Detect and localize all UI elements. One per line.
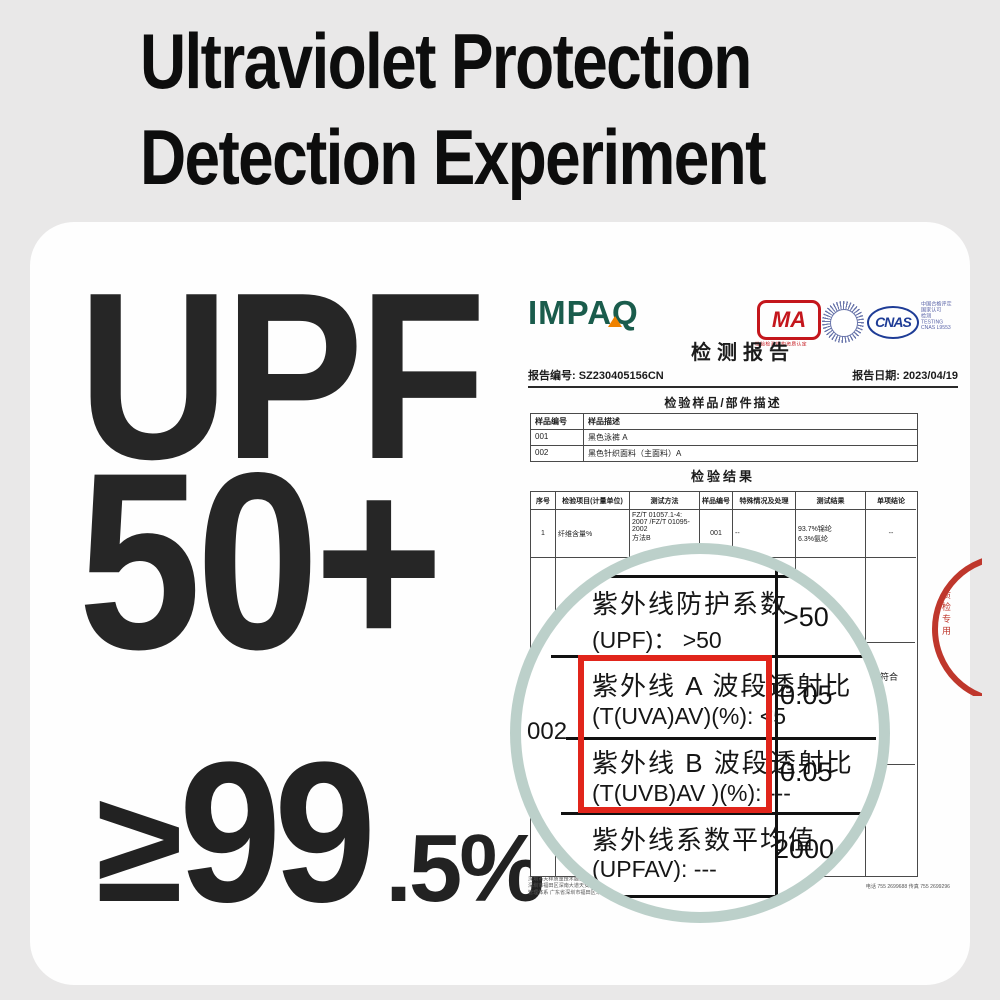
row2-subline — [866, 764, 915, 765]
row2-conclusion: 符合 — [880, 672, 899, 682]
report-number: 报告编号: SZ230405156CN — [528, 370, 664, 382]
magnified-row-line — [551, 895, 879, 898]
magnified-upf-label-cn: 紫外线防护系数 — [592, 589, 789, 619]
fifty-plus-text: 50+ — [78, 421, 444, 702]
results-header-cell: 单项结论 — [866, 492, 916, 510]
results-header-cell: 检验项目(计量单位) — [556, 492, 630, 510]
magnified-row-line — [566, 737, 876, 740]
results-cell-conclusion: -- — [866, 510, 916, 558]
sample-table-header-cell: 样品编号 — [531, 414, 584, 430]
method-line: 方法B — [632, 535, 651, 542]
magnified-partial-bottom-text: ≥3 — [599, 890, 624, 915]
cnas-badge-icon: CNAS — [867, 306, 919, 339]
ninety-nine-text: 99 — [178, 721, 376, 944]
magnified-uvb-label-en: (T(UVB)AV )(%): --- — [592, 780, 791, 806]
cnas-caption-line: 中国合格评定 — [921, 302, 952, 308]
report-meta-row: 报告编号: SZ230405156CN 报告日期: 2023/04/19 — [528, 367, 958, 388]
sample-table-header-cell: 样品描述 — [584, 414, 917, 430]
sample-table-cell: 黑色泳裤 A — [584, 430, 917, 446]
results-header-cell: 样品编号 — [700, 492, 733, 510]
results-cell-result: 93.7%锦纶 6.3%氨纶 — [796, 510, 866, 558]
cnas-caption-line: CNAS L9553 — [921, 325, 951, 331]
sample-table-cell: 001 — [531, 430, 584, 446]
main-title-line2: Detection Experiment — [140, 113, 766, 201]
red-highlight-box — [578, 655, 772, 813]
method-line: FZ/T 01057.1-4: — [632, 512, 683, 519]
footer-right-text: 电话 755 2699688 传真 755 2699296 — [865, 884, 950, 890]
report-title: 检测报告 — [691, 342, 795, 364]
magnified-sample-id: 002 — [527, 718, 568, 745]
cnas-caption-line: TESTING — [921, 319, 944, 325]
uv-block-percent: ≥99.5% — [96, 718, 545, 948]
sample-table-cell: 黑色针织面料（主面料）A — [588, 449, 682, 458]
geq-symbol: ≥ — [96, 759, 183, 935]
magnified-upfav-label-en: (UPFAV): --- — [592, 856, 717, 882]
sample-table-cell: 002 — [531, 446, 584, 461]
cma-badge-icon: MA — [757, 300, 821, 340]
results-row2-conclusion-cell: 符合 — [866, 558, 916, 876]
cnas-caption-line: 国家认可 — [921, 307, 942, 314]
section-sample-heading: 检验样品/部件描述 — [664, 396, 782, 410]
magnified-upf-result: >50 — [783, 602, 829, 632]
section-results-heading: 检验结果 — [690, 469, 755, 484]
footer-left-line: 深圳市福田区深南大道天安数码城内 — [528, 883, 610, 889]
result-line: 6.3%氨纶 — [798, 535, 828, 543]
sample-table: 样品编号 样品描述 001 黑色泳裤 A 002 黑色针织面料（主面料）A — [530, 413, 918, 462]
impaq-logo: IMPAQ — [528, 294, 639, 332]
cma-badge-caption: 检验检测机构资质认定 — [755, 342, 808, 348]
magnified-uvb-result: 0.05 — [780, 757, 833, 787]
magnified-row-line — [591, 575, 871, 578]
red-seal-stamp-icon: 质检专用 — [924, 550, 982, 696]
results-cell-seq: 1 — [531, 510, 556, 558]
footer-left-line: 深圳市天祥质量技术服务有限公司 — [528, 876, 605, 882]
row2-subline — [866, 642, 915, 643]
magnified-uva-result: 0.05 — [780, 680, 833, 710]
footer-left-line: 管理体系 广东省深圳市福田区车公庙 — [528, 890, 612, 896]
results-header-cell: 特殊情况及处理 — [733, 492, 796, 510]
magnified-upfav-result: 2000.00 — [774, 834, 872, 864]
impaq-logo-text: IMPAQ — [528, 294, 639, 331]
footer-left-lines: 深圳市天祥质量技术服务有限公司 深圳市福田区深南大道天安数码城内 管理体系 广东… — [528, 876, 611, 896]
magnified-uva-label-en: (T(UVA)AV)(%): <5 — [592, 703, 787, 729]
results-header-cell: 测试方法 — [630, 492, 700, 510]
cnas-caption-line: 检测 — [921, 313, 932, 319]
ilac-mra-stamp-core — [830, 309, 858, 337]
red-seal-text: 质检专用 — [941, 590, 951, 638]
magnified-upf-label-en: (UPF)： >50 — [592, 627, 722, 653]
magnified-uvb-label-cn: 紫外线 B 波段透射比 — [592, 748, 854, 778]
result-line: 93.7%锦纶 — [798, 525, 832, 533]
magnified-column-divider — [775, 554, 778, 912]
method-line: 2007 /FZ/T 01095-2002 — [632, 519, 690, 533]
cnas-caption-lines: 中国合格评定 国家认可 检测 TESTING CNAS L9553 — [921, 302, 952, 332]
report-date: 报告日期: 2023/04/19 — [852, 370, 958, 382]
magnified-uva-label-cn: 紫外线 A 波段透射比 — [592, 671, 853, 701]
results-cell-item: 纤维含量% — [556, 510, 630, 558]
magnified-row-line — [561, 812, 879, 815]
magnified-upfav-label-cn: 紫外线系数平均值 — [592, 825, 817, 855]
magnifier-lens: 002 紫外线防护系数 (UPF)： >50 >50 紫外线 A 波段透射比 (… — [510, 543, 890, 923]
impaq-triangle-icon — [608, 316, 622, 327]
main-title-line1: Ultraviolet Protection — [140, 17, 752, 105]
results-header-cell: 序号 — [531, 492, 556, 510]
upf-text: UPF — [78, 244, 486, 509]
point-five-percent-text: .5% — [385, 815, 544, 922]
ilac-mra-stamp-icon — [822, 301, 864, 343]
results-header-cell: 测试结果 — [796, 492, 866, 510]
